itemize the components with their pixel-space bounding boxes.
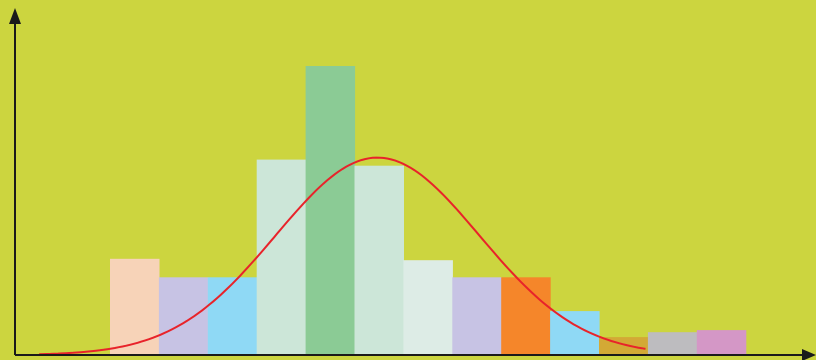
histogram-bar — [403, 260, 453, 355]
histogram-bar — [452, 277, 502, 355]
histogram-bar — [501, 277, 551, 355]
histogram-bar — [110, 259, 160, 355]
histogram-bar — [159, 277, 209, 355]
histogram-bar — [697, 330, 747, 355]
histogram-bar — [257, 160, 307, 355]
histogram-bar — [208, 277, 257, 355]
histogram-bar — [355, 166, 405, 355]
histogram-bar — [648, 332, 698, 355]
histogram-bar — [306, 66, 356, 355]
